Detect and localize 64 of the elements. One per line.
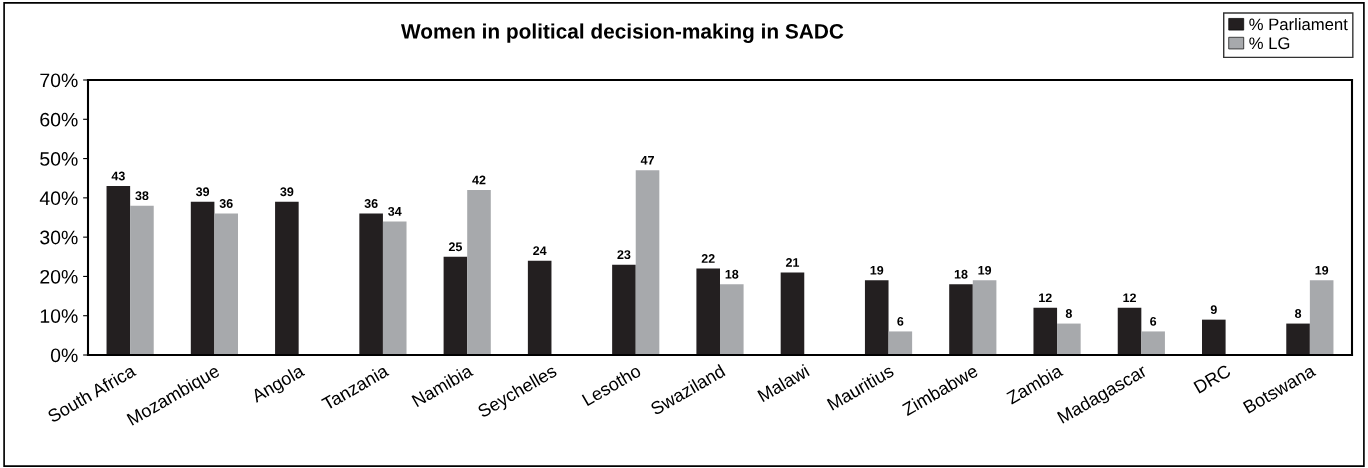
bar [190, 201, 215, 355]
bar [864, 280, 889, 355]
bar [972, 280, 997, 355]
data-label: 12 [1039, 293, 1052, 303]
y-tick-label: 50% [40, 152, 78, 166]
data-label: 34 [388, 206, 402, 216]
data-label: 47 [640, 156, 654, 165]
data-label: 36 [364, 199, 378, 208]
bar [1057, 323, 1081, 355]
bar [382, 221, 407, 355]
data-label: 8 [1065, 309, 1072, 318]
data-label: 25 [448, 242, 463, 252]
data-label: 39 [195, 187, 210, 197]
bar [527, 260, 552, 355]
bar [1117, 307, 1142, 355]
bar [720, 284, 744, 355]
x-tick-label: DRC [1193, 364, 1232, 394]
data-label: 43 [111, 171, 125, 181]
data-label: 19 [870, 265, 884, 275]
y-tick-label: 30% [40, 230, 78, 245]
bar [1202, 319, 1226, 355]
data-label: 18 [725, 269, 739, 279]
y-tick-label: 20% [40, 269, 78, 284]
data-label: 24 [533, 246, 547, 255]
bar [1141, 331, 1165, 355]
bar [359, 213, 383, 355]
y-tick-label: 60% [40, 112, 78, 127]
data-label: 6 [897, 316, 904, 326]
bar [214, 213, 238, 355]
bar [443, 256, 468, 355]
chart-title: Women in political decision-making in SADC [400, 23, 844, 43]
data-label: 9 [1210, 305, 1217, 315]
bar [467, 190, 491, 355]
bar [1033, 307, 1058, 355]
bar [888, 331, 913, 355]
bar [635, 170, 660, 355]
data-label: 19 [978, 265, 992, 275]
data-label: 38 [135, 191, 149, 201]
data-label: 12 [1123, 293, 1136, 303]
bar [130, 205, 154, 355]
y-tick-label: 10% [40, 309, 78, 323]
bar [949, 284, 973, 355]
data-label: 19 [1315, 265, 1329, 275]
data-label: 39 [280, 187, 294, 197]
data-label: 36 [219, 199, 233, 208]
data-label: 42 [472, 175, 486, 185]
data-label: 18 [954, 269, 968, 279]
bar [612, 264, 636, 355]
legend-label: % Parliament [1249, 18, 1348, 31]
bar [106, 186, 131, 355]
y-tick-label: 0% [50, 348, 78, 363]
bar [1286, 323, 1310, 355]
data-label: 22 [701, 254, 715, 263]
legend-label: % LG [1249, 37, 1290, 50]
y-tick-label: 40% [39, 191, 78, 206]
bar [696, 268, 720, 355]
bar [1309, 280, 1334, 355]
y-tick-label: 70% [40, 73, 78, 88]
data-label: 6 [1150, 316, 1157, 326]
data-label: 21 [785, 258, 800, 267]
data-label: 23 [617, 250, 631, 260]
bar [275, 201, 299, 355]
data-label: 8 [1294, 309, 1302, 318]
bar [780, 272, 805, 355]
